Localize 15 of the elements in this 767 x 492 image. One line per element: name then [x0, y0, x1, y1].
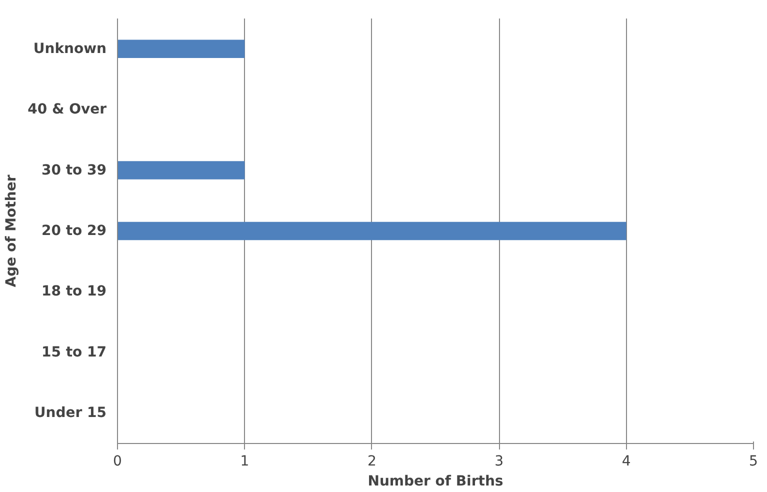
x-tick-label: 3 — [494, 454, 504, 470]
y-tick-label: 15 to 17 — [41, 344, 107, 360]
x-tick-label: 0 — [113, 454, 122, 470]
y-tick-label: 30 to 39 — [41, 162, 107, 178]
y-tick-label: 20 to 29 — [41, 223, 107, 239]
y-tick-label: 40 & Over — [28, 102, 107, 118]
x-tick-label: 2 — [367, 454, 376, 470]
y-tick-label: Under 15 — [34, 405, 107, 422]
x-tick-label: 1 — [240, 454, 250, 470]
x-tick-label: 5 — [749, 454, 758, 470]
y-tick-label: Unknown — [33, 40, 107, 57]
x-axis-title: Number of Births — [368, 474, 504, 490]
y-axis-title: Age of Mother — [4, 174, 20, 288]
y-tick-label: 18 to 19 — [41, 284, 107, 300]
x-tick-label: 4 — [622, 454, 631, 470]
